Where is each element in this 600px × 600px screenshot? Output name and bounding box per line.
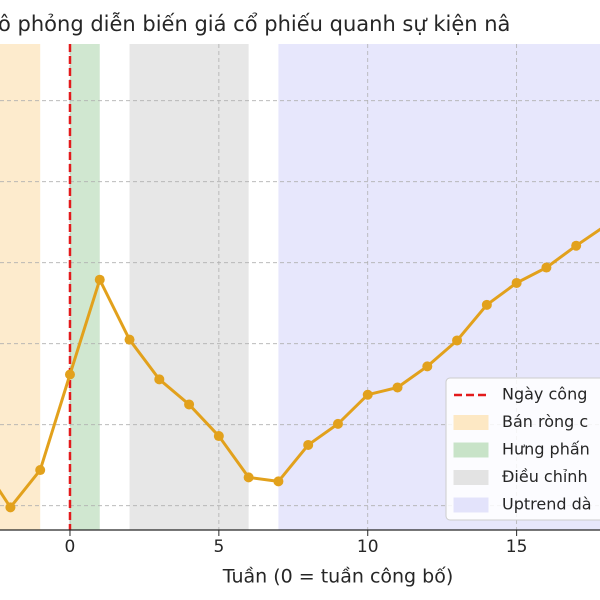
data-point [243,472,254,483]
shaded-span [69,44,100,530]
x-tick-label: 10 [357,537,379,557]
shaded-span [129,44,249,530]
legend-swatch [453,415,489,430]
x-tick-label: 5 [213,537,224,557]
data-point [184,399,195,410]
data-point [481,299,492,310]
data-point [94,274,105,285]
data-point [64,369,75,380]
data-point [273,476,284,487]
legend-swatch [453,442,489,458]
legend-swatch [453,497,489,513]
data-point [154,374,165,385]
data-point [422,361,433,372]
chart-title: ô phỏng diễn biến giá cổ phiếu quanh sự … [0,11,510,36]
legend-label: Hưng phấn [502,440,590,459]
legend-label: Uptrend dà [502,495,592,514]
data-point [511,277,522,288]
data-point [303,439,314,450]
x-tick-label: 0 [65,537,76,557]
data-point [5,502,16,513]
axes: 0 5 10 15 [0,529,600,557]
series-line [0,227,600,510]
x-axis-label: Tuần (0 = tuần công bố) [222,566,454,588]
data-point [571,240,582,251]
shaded-span [0,44,41,530]
legend: Ngày công Bán ròng c Hưng phấn Điều chỉnh Up… [445,377,600,521]
legend-swatch [453,470,489,485]
data-point [332,418,343,429]
legend-label: Bán ròng c [502,412,588,431]
data-point [452,335,463,346]
data-point [362,389,373,400]
data-point [541,262,552,273]
data-point [213,431,224,442]
data-point [35,465,46,476]
legend-label: Điều chỉnh [502,467,588,486]
data-point [124,334,135,345]
x-tick-label: 15 [506,537,528,557]
data-point [392,382,403,393]
legend-label: Ngày công [502,385,587,404]
